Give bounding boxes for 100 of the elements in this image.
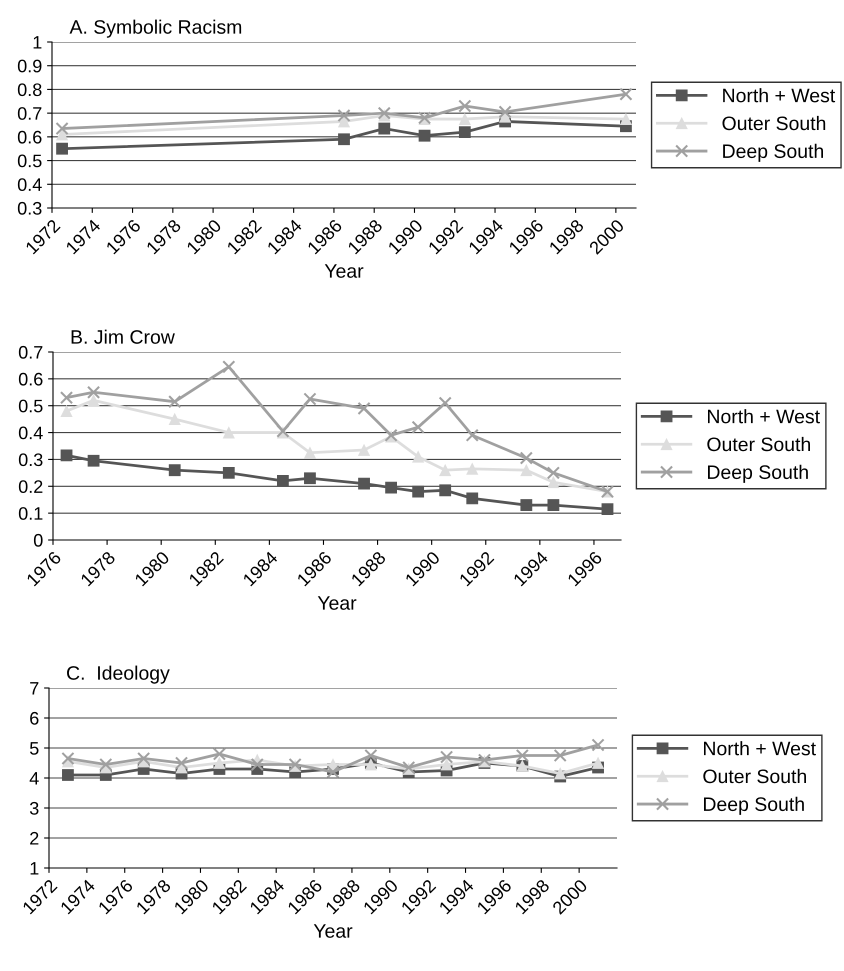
- point: [304, 472, 316, 484]
- chart-title: A. Symbolic Racism: [70, 20, 242, 38]
- point: [358, 444, 370, 456]
- point: [55, 122, 69, 136]
- point: [440, 750, 454, 764]
- point: [364, 748, 378, 762]
- point: [213, 757, 226, 769]
- point: [466, 428, 479, 442]
- y-tick-label: 0.9: [18, 60, 42, 72]
- point: [619, 88, 633, 101]
- legend-label: Outer South: [703, 768, 806, 784]
- y-tick-label: 0.3: [18, 202, 42, 215]
- point: [168, 395, 182, 408]
- y-tick-label: 0.5: [18, 154, 42, 168]
- point: [61, 752, 75, 766]
- y-tick-label: 0.1: [18, 507, 42, 520]
- point: [458, 99, 472, 113]
- y-tick-label: 7: [30, 682, 38, 695]
- point: [440, 758, 453, 770]
- point: [378, 106, 391, 120]
- chart-title: B. Jim Crow: [72, 330, 175, 344]
- point: [520, 499, 532, 511]
- x-axis-title: Year: [314, 924, 352, 938]
- point: [520, 451, 533, 465]
- y-tick-label: 5: [30, 742, 39, 755]
- legend-label: Deep South: [708, 464, 808, 483]
- y-tick-label: 1: [34, 36, 42, 49]
- x-axis-title: Year: [324, 264, 364, 278]
- point: [498, 105, 512, 119]
- point: [547, 499, 560, 511]
- point: [56, 142, 68, 155]
- y-tick-label: 1: [30, 862, 38, 875]
- y-tick-label: 0.2: [18, 480, 42, 494]
- point: [412, 450, 424, 463]
- point: [168, 464, 181, 476]
- point: [458, 113, 471, 125]
- point: [591, 738, 605, 752]
- point: [338, 116, 350, 128]
- point: [439, 464, 452, 476]
- y-tick-label: 2: [30, 832, 38, 845]
- point: [222, 466, 235, 479]
- point: [86, 386, 100, 399]
- legend-label: Deep South: [723, 144, 823, 162]
- point: [458, 126, 471, 138]
- point: [554, 748, 567, 762]
- point: [88, 394, 100, 406]
- y-tick-label: 0.4: [18, 178, 42, 192]
- y-tick-label: 0.4: [18, 426, 43, 440]
- point: [466, 462, 478, 475]
- point: [418, 130, 430, 142]
- point: [222, 360, 236, 374]
- point: [62, 769, 74, 781]
- y-tick-label: 0.6: [18, 130, 42, 144]
- legend-label: Deep South: [704, 796, 804, 815]
- point: [592, 757, 604, 769]
- point: [99, 758, 112, 772]
- chart-title: C. Ideology: [67, 666, 170, 684]
- legend-label: North + West: [708, 409, 820, 424]
- point: [412, 420, 425, 434]
- legend-label: North + West: [704, 741, 816, 756]
- point: [385, 482, 397, 494]
- point: [357, 402, 371, 415]
- y-tick-label: 3: [30, 802, 38, 815]
- y-tick-label: 0: [34, 534, 43, 547]
- point: [277, 475, 289, 487]
- point: [212, 747, 226, 761]
- point: [304, 446, 316, 459]
- point: [303, 392, 317, 406]
- point: [520, 464, 532, 476]
- y-tick-label: 0.3: [18, 453, 42, 466]
- x-axis-title: Year: [318, 596, 356, 610]
- point: [250, 758, 264, 772]
- y-tick-label: 0.7: [18, 107, 42, 120]
- y-tick-label: 6: [30, 712, 38, 725]
- point: [60, 405, 72, 417]
- point: [516, 748, 529, 762]
- point: [438, 396, 452, 410]
- point: [439, 484, 452, 496]
- point: [554, 768, 566, 780]
- legend-label: Outer South: [707, 436, 810, 452]
- point: [358, 478, 370, 490]
- point: [60, 391, 74, 404]
- point: [412, 486, 424, 498]
- y-tick-label: 0.7: [18, 346, 42, 359]
- point: [174, 756, 188, 770]
- point: [466, 492, 478, 504]
- point: [137, 752, 150, 766]
- point: [546, 466, 560, 480]
- point: [222, 426, 235, 438]
- legend-label: North + West: [723, 88, 836, 102]
- y-tick-label: 0.5: [18, 400, 43, 412]
- point: [60, 449, 72, 462]
- y-tick-label: 0.8: [18, 83, 42, 96]
- y-tick-label: 4: [30, 772, 39, 785]
- point: [326, 765, 340, 779]
- point: [337, 108, 351, 122]
- point: [168, 413, 181, 426]
- point: [88, 454, 100, 467]
- point: [338, 133, 350, 146]
- y-tick-label: 0.6: [18, 372, 42, 386]
